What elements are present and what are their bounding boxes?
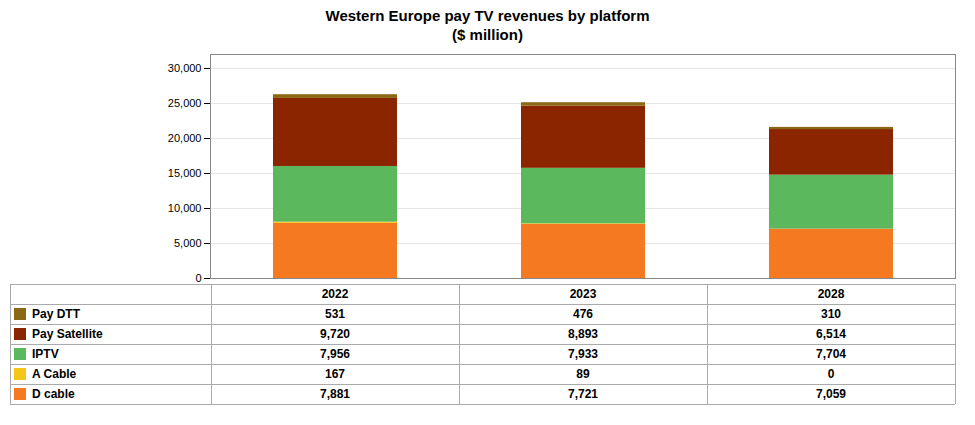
svg-text:10,000: 10,000 xyxy=(168,202,202,214)
html-text:Pay Satellite: Pay Satellite xyxy=(32,327,103,341)
html-text:7,704: 7,704 xyxy=(816,347,846,361)
svg-text:5,000: 5,000 xyxy=(174,237,202,249)
svg-text:20,000: 20,000 xyxy=(168,132,202,144)
html-text:7,881: 7,881 xyxy=(320,387,350,401)
html-text:7,721: 7,721 xyxy=(568,387,598,401)
html-text:7,059: 7,059 xyxy=(816,387,846,401)
html-text:0: 0 xyxy=(827,367,835,381)
html-text:($ million): ($ million) xyxy=(452,26,523,43)
html-text:310: 310 xyxy=(821,307,841,321)
html-text:2028: 2028 xyxy=(817,287,845,301)
html-text:9,720: 9,720 xyxy=(320,327,350,341)
html-text:Pay DTT: Pay DTT xyxy=(32,307,80,321)
html-text:2022: 2022 xyxy=(321,287,349,301)
html-text:2023: 2023 xyxy=(569,287,597,301)
svg-text:25,000: 25,000 xyxy=(168,97,202,109)
svg-text:30,000: 30,000 xyxy=(168,62,202,74)
html-text:7,956: 7,956 xyxy=(320,347,350,361)
html-text:8,893: 8,893 xyxy=(568,327,598,341)
svg-text:15,000: 15,000 xyxy=(168,167,202,179)
svg-text:0: 0 xyxy=(195,272,201,284)
html-text:D cable: D cable xyxy=(32,387,75,401)
html-text:IPTV: IPTV xyxy=(32,347,59,361)
html-text:476: 476 xyxy=(573,307,593,321)
html-text:531: 531 xyxy=(325,307,345,321)
html-text:A Cable: A Cable xyxy=(32,367,77,381)
html-text:89: 89 xyxy=(576,367,590,381)
html-text:Western Europe pay TV revenues: Western Europe pay TV revenues by platfo… xyxy=(325,7,650,24)
html-text:167: 167 xyxy=(325,367,345,381)
html-text:7,933: 7,933 xyxy=(568,347,598,361)
html-text:6,514: 6,514 xyxy=(816,327,846,341)
